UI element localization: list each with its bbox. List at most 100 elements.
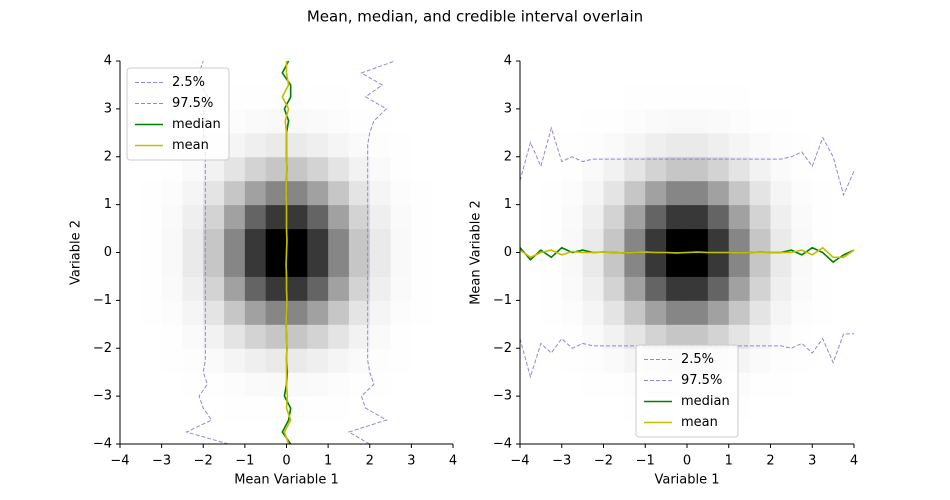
heatmap-cell bbox=[749, 348, 771, 373]
heatmap-cell bbox=[432, 61, 454, 86]
heatmap-cell bbox=[161, 180, 183, 206]
heatmap-cell bbox=[770, 180, 792, 206]
y-tick-label: −3 bbox=[493, 389, 512, 404]
heatmap-cell bbox=[707, 276, 730, 301]
heatmap-cell bbox=[666, 276, 688, 301]
heatmap-cell bbox=[182, 228, 204, 253]
heatmap-cell bbox=[770, 252, 792, 277]
heatmap-cell bbox=[244, 204, 267, 230]
heatmap-cell bbox=[687, 324, 709, 349]
heatmap-cell bbox=[561, 132, 584, 158]
heatmap-cell bbox=[120, 276, 142, 301]
heatmap-cell bbox=[749, 300, 771, 325]
heatmap-cell bbox=[411, 204, 433, 230]
heatmap-cell bbox=[582, 252, 604, 277]
heatmap-cell bbox=[224, 348, 246, 373]
legend-label: mean bbox=[172, 138, 209, 153]
heatmap-cell bbox=[182, 324, 204, 349]
heatmap-cell bbox=[520, 300, 542, 325]
heatmap-cell bbox=[582, 84, 604, 110]
heatmap-cell bbox=[520, 132, 542, 158]
heatmap-cell bbox=[624, 324, 646, 349]
heatmap-cell bbox=[707, 84, 730, 110]
x-tick-label: 3 bbox=[808, 454, 816, 469]
heatmap-cell bbox=[666, 132, 688, 158]
heatmap-cell bbox=[161, 156, 183, 182]
heatmap-cell bbox=[687, 108, 709, 134]
heatmap-cell bbox=[561, 156, 584, 182]
heatmap-cell bbox=[369, 252, 392, 277]
heatmap-cell bbox=[224, 324, 246, 349]
heatmap-cell bbox=[540, 324, 563, 349]
x-tick-label: 1 bbox=[324, 454, 332, 469]
heatmap-cell bbox=[369, 276, 392, 301]
heatmap-cell bbox=[307, 61, 329, 86]
heatmap-cell bbox=[432, 276, 454, 301]
heatmap-cell bbox=[561, 324, 584, 349]
heatmap-cell bbox=[728, 204, 751, 230]
heatmap-cell bbox=[328, 156, 350, 182]
x-tick-label: −1 bbox=[235, 454, 254, 469]
heatmap-cell bbox=[582, 204, 604, 230]
heatmap-cell bbox=[812, 252, 834, 277]
series-line bbox=[519, 246, 855, 259]
heatmap-cell bbox=[666, 156, 688, 182]
heatmap-cell bbox=[411, 252, 433, 277]
heatmap-cell bbox=[140, 324, 163, 349]
y-tick-label: −4 bbox=[93, 437, 112, 452]
heatmap-cell bbox=[728, 300, 751, 325]
heatmap-cell bbox=[520, 372, 542, 397]
x-tick-label: −2 bbox=[594, 454, 613, 469]
heatmap-cell bbox=[203, 348, 225, 373]
legend-label: 97.5% bbox=[172, 96, 213, 111]
heatmap-cell bbox=[540, 108, 563, 134]
heatmap-cell bbox=[182, 372, 204, 397]
heatmap-cell bbox=[603, 252, 625, 277]
heatmap-cell bbox=[411, 348, 433, 373]
heatmap-cell bbox=[749, 372, 771, 397]
heatmap-cell bbox=[561, 300, 584, 325]
x-tick-label: 3 bbox=[407, 454, 415, 469]
legend-label: mean bbox=[681, 415, 718, 430]
heatmap-cell bbox=[286, 84, 308, 110]
heatmap-cell bbox=[432, 204, 454, 230]
heatmap-cell bbox=[707, 108, 730, 134]
heatmap-cell bbox=[645, 300, 667, 325]
heatmap-cell bbox=[582, 324, 604, 349]
heatmap-cell bbox=[369, 372, 392, 397]
heatmap-cell bbox=[328, 300, 350, 325]
heatmap-cell bbox=[603, 228, 625, 253]
heatmap-cell bbox=[286, 180, 308, 206]
heatmap-cell bbox=[369, 420, 392, 445]
x-axis-label: Mean Variable 1 bbox=[234, 473, 339, 488]
heatmap-cell bbox=[687, 252, 709, 277]
heatmap-cell bbox=[520, 204, 542, 230]
heatmap-cell bbox=[749, 132, 771, 158]
heatmap-cell bbox=[224, 204, 246, 230]
heatmap-cell bbox=[603, 132, 625, 158]
heatmap-cell bbox=[224, 180, 246, 206]
heatmap-cell bbox=[390, 84, 412, 110]
heatmap-cell bbox=[540, 396, 563, 421]
x-tick-label: 2 bbox=[766, 454, 774, 469]
heatmap-cell bbox=[833, 180, 855, 206]
heatmap-cell bbox=[624, 300, 646, 325]
heatmap-cell bbox=[390, 420, 412, 445]
axes: −4 −3 −2 −1 0 1 2 3 4 −4 −3 −2 −1 0 1 2 3 4 Variable 1 Mean… bbox=[469, 54, 859, 488]
heatmap-cell bbox=[390, 372, 412, 397]
heatmap-cell bbox=[224, 300, 246, 325]
heatmap-cell bbox=[224, 252, 246, 277]
heatmap-cell bbox=[582, 132, 604, 158]
heatmap-cell bbox=[369, 132, 392, 158]
heatmap-cell bbox=[770, 348, 792, 373]
heatmap-cell bbox=[791, 204, 813, 230]
y-tick-label: 4 bbox=[504, 54, 512, 69]
heatmap-cell bbox=[540, 252, 563, 277]
heatmap-cell bbox=[140, 372, 163, 397]
heatmap-cell bbox=[707, 252, 730, 277]
y-tick-label: 2 bbox=[504, 149, 512, 164]
heatmap-cell bbox=[369, 156, 392, 182]
heatmap-cell bbox=[603, 420, 625, 445]
heatmap-cell bbox=[687, 61, 709, 86]
heatmap-cell bbox=[833, 396, 855, 421]
